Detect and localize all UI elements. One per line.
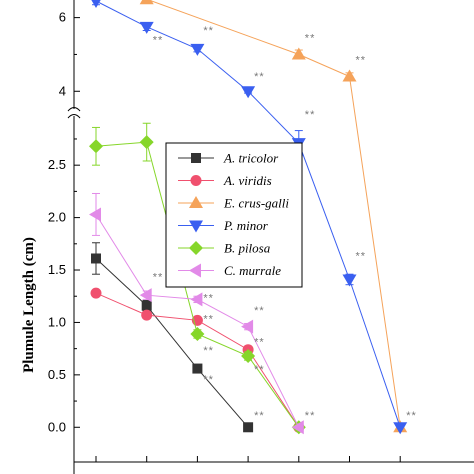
data-point	[139, 21, 154, 34]
data-point	[90, 287, 102, 299]
legend-marker	[189, 241, 203, 255]
legend-label: E. crus-galli	[223, 196, 289, 211]
legend-label: B. pilosa	[224, 241, 271, 256]
series-3	[91, 0, 408, 435]
data-point	[342, 274, 357, 287]
data-point	[139, 0, 154, 5]
y-tick-label: 6	[59, 10, 66, 25]
legend-label: A. tricolor	[223, 151, 279, 166]
data-point	[241, 86, 256, 99]
legend-label: A. viridis	[223, 173, 272, 188]
data-point	[139, 288, 152, 303]
significance-mark: **	[305, 410, 316, 422]
series-line	[95, 292, 300, 428]
significance-mark: **	[406, 410, 417, 422]
data-point	[91, 0, 101, 9]
annotation-layer: ** ** ** ** ** ** ** ** ** ** ** ** ** ** ** ** ** **	[153, 25, 417, 422]
significance-mark: **	[356, 251, 367, 263]
legend-marker	[189, 263, 201, 278]
legend: A. tricolor A. viridis E. crus-galli P. min…	[165, 142, 303, 288]
significance-mark: **	[153, 34, 164, 46]
series-line	[147, 0, 401, 428]
y-tick-label: 1.5	[48, 262, 66, 277]
y-tick-label: 0.5	[48, 367, 66, 382]
legend-marker	[189, 220, 203, 233]
data-point	[243, 422, 254, 433]
series-4	[89, 122, 306, 435]
data-point	[291, 420, 304, 435]
y-tick-label: 2.5	[48, 157, 66, 172]
series-1	[90, 287, 305, 433]
axes: 0.0 0.5 1.0 1.5 2.0 2.5 4 6	[48, 0, 474, 474]
significance-mark: **	[153, 272, 164, 284]
significance-mark: **	[254, 305, 265, 317]
legend-marker	[191, 153, 201, 163]
legend-box	[165, 142, 303, 288]
significance-mark: **	[203, 25, 214, 37]
series-2	[139, 0, 408, 433]
data-point	[190, 326, 205, 341]
significance-mark: **	[254, 364, 265, 376]
data-point	[190, 43, 205, 56]
data-point	[342, 69, 357, 82]
data-point	[89, 207, 101, 222]
significance-mark: **	[203, 313, 214, 325]
data-point	[291, 47, 306, 60]
significance-mark: **	[305, 33, 316, 45]
significance-mark: **	[203, 292, 214, 304]
significance-mark: **	[203, 374, 214, 386]
data-point	[190, 292, 203, 307]
data-point	[141, 309, 153, 321]
significance-mark: **	[203, 345, 214, 357]
legend-label: P. minor	[223, 218, 269, 233]
legend-marker	[190, 175, 202, 186]
series-layer	[89, 0, 408, 435]
data-point	[192, 363, 203, 374]
data-point	[89, 139, 103, 154]
legend-label: C. murrale	[224, 263, 281, 278]
significance-mark: **	[254, 71, 265, 83]
axis-break-mark	[67, 107, 81, 112]
data-point	[393, 422, 408, 435]
data-point	[141, 300, 152, 311]
legend-marker	[189, 196, 203, 208]
data-point	[91, 253, 101, 264]
axis-break-mark	[67, 114, 81, 119]
y-tick-label: 1.0	[48, 314, 66, 329]
y-tick-label: 0.0	[48, 419, 66, 434]
y-tick-label: 2.0	[48, 210, 66, 225]
y-tick-label: 4	[59, 83, 66, 98]
series-line	[95, 258, 249, 428]
significance-mark: **	[305, 109, 316, 121]
significance-mark: **	[254, 410, 265, 422]
significance-mark: **	[356, 55, 367, 67]
y-axis-label: Plumule Length (cm)	[21, 237, 37, 373]
significance-mark: **	[254, 337, 265, 349]
data-point	[139, 135, 154, 150]
series-5	[89, 192, 304, 435]
data-point	[241, 348, 256, 363]
data-point	[241, 319, 254, 334]
